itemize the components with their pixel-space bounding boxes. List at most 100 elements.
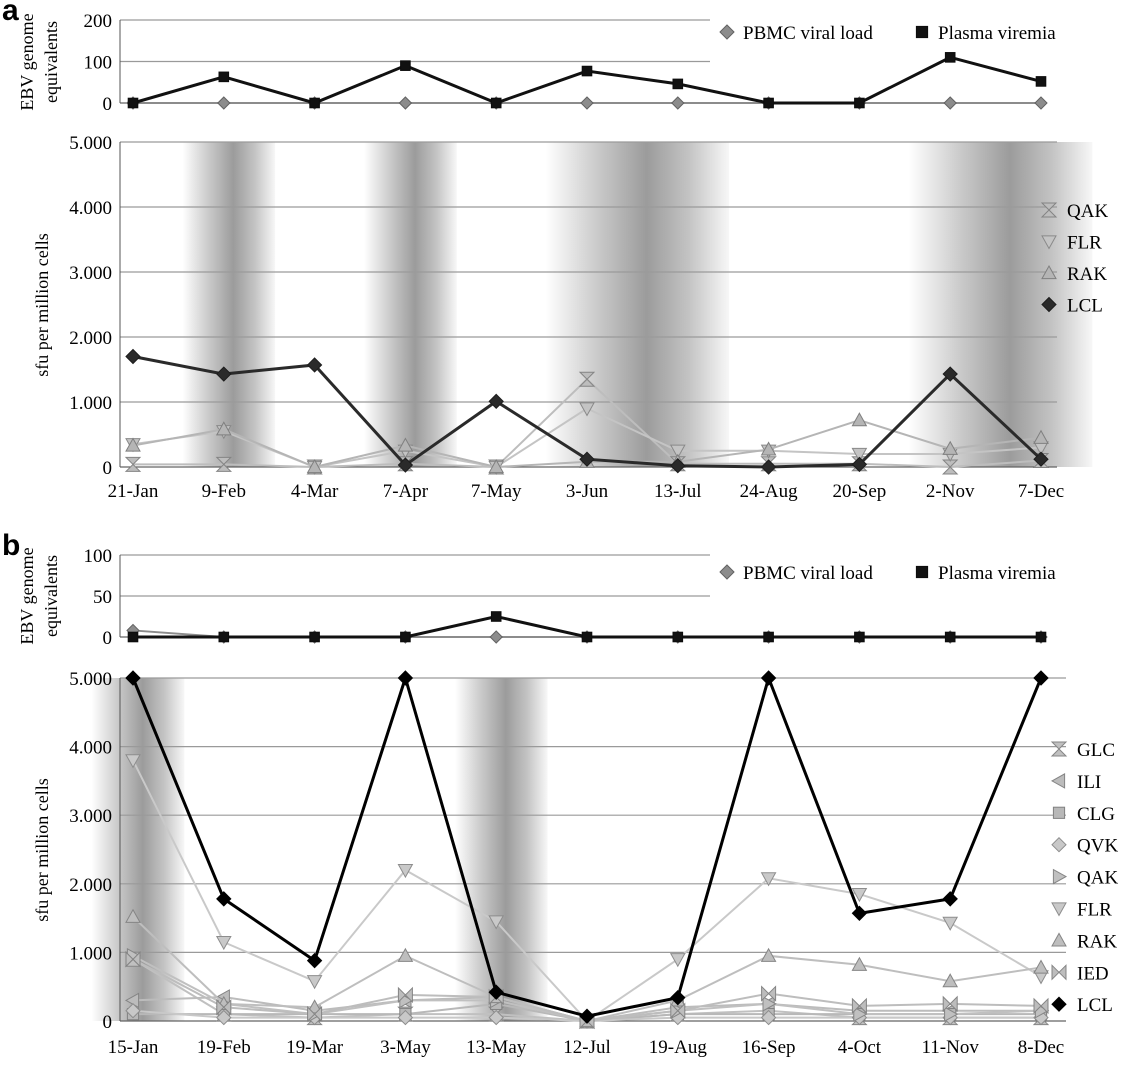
data-point [397,457,414,473]
data-point [309,631,320,643]
shaded-period [908,142,1093,467]
legend-label: RAK [1067,264,1107,285]
data-point [490,97,502,109]
y-tick-label: 2.000 [69,328,112,349]
legend-marker [1040,202,1058,218]
data-point [488,984,504,1000]
data-point [127,631,139,643]
legend-marker [719,24,735,40]
legend-marker [915,565,929,579]
x-tick-label: 19-Feb [197,1037,251,1058]
data-point [854,97,865,109]
data-point [851,887,868,903]
x-tick-label: 20-Sep [832,481,886,502]
data-point [216,999,232,1016]
data-point [125,754,141,769]
legend-marker [1041,264,1057,280]
legend-marker [1041,235,1057,250]
data-point [851,956,868,971]
x-tick-label: 12-Jul [563,1037,611,1058]
data-point [669,444,686,459]
chart-b-sfu: 0 1.000 2.000 3.000 4.000 5.000 sfu per millio… [32,669,1118,1058]
data-point [397,437,414,452]
y-tick-label: 5.000 [69,669,112,690]
y-tick-label: 5.000 [69,133,112,154]
data-point [944,631,956,643]
data-point [760,947,777,962]
data-point [216,891,232,907]
legend: QAK FLR RAK LCL [1040,201,1108,317]
data-point [488,915,505,930]
data-point [581,631,593,643]
data-point [216,1009,232,1026]
data-point [760,872,777,887]
y-tick-label: 3.000 [69,263,112,284]
legend-marker [1051,996,1067,1012]
data-point [216,366,232,382]
x-tick-label: 13-May [466,1037,527,1058]
data-point [942,440,959,455]
y-tick-label: 100 [84,546,113,567]
legend-label: CLG [1077,804,1115,825]
data-point [125,437,141,452]
data-point [670,1002,686,1019]
x-tick-label: 11-Nov [922,1037,980,1058]
data-point [215,936,232,951]
series-line [132,759,1042,1023]
data-point [762,996,777,1012]
data-point [124,456,142,472]
data-point [761,985,777,1002]
data-point [942,916,959,931]
series-line [131,672,1043,1018]
data-point [306,952,323,969]
data-point [944,1006,959,1022]
data-point [489,630,503,644]
shaded-period [182,142,276,467]
x-tick-label: 2-Nov [926,481,975,502]
data-point [851,997,867,1015]
x-tick-label: 7-May [471,481,522,502]
legend-label: LCL [1067,296,1103,317]
data-point [760,459,777,475]
data-point [579,1008,595,1024]
data-point [397,947,414,962]
legend: GLC ILI CLG QVK QAK FLR RAK IED LCL [1050,740,1118,1016]
series-line [132,55,1042,105]
data-point [1033,997,1049,1015]
panel-letter: a [2,0,19,27]
x-tick-label: 4-Mar [291,481,339,502]
data-point [306,975,323,990]
y-tick-label: 0 [103,458,113,479]
y-tick-label: 0 [103,1012,113,1033]
legend-label: LCL [1077,995,1113,1016]
data-point [309,97,320,109]
data-point [581,65,593,77]
data-point [1034,96,1048,110]
data-point [218,631,230,643]
data-point [488,458,505,474]
y-axis-title: sfu per million cells [32,233,52,376]
y-tick-label: 0 [103,628,113,649]
legend-marker [1050,773,1066,789]
legend-label: FLR [1067,233,1102,254]
data-point [853,1006,868,1022]
data-point [672,631,684,643]
data-point [215,421,232,436]
y-tick-label: 0 [103,94,113,115]
legend-label: GLC [1077,740,1115,761]
x-tick-label: 9-Feb [202,481,246,502]
data-point [1033,451,1049,467]
data-point [854,631,865,643]
data-point [397,670,414,686]
data-point [125,908,141,923]
y-tick-label: 2.000 [69,875,112,896]
data-point [760,670,777,686]
y-tick-label: 100 [84,53,113,74]
legend: PBMC viral load Plasma viremia [719,23,1056,44]
data-point [942,891,958,907]
y-axis-title: EBV genome [17,13,37,110]
legend-marker [1050,741,1068,757]
panel-letter: b [2,529,20,562]
data-point [488,1009,504,1026]
